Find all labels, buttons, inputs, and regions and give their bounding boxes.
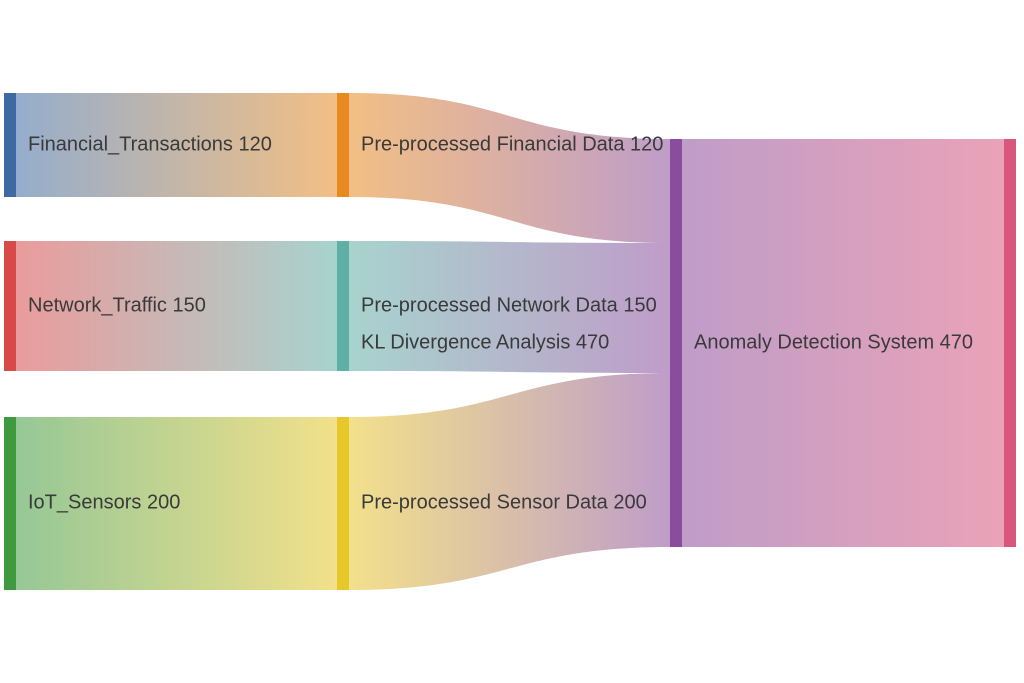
node-fin	[4, 93, 16, 197]
node-net	[4, 241, 16, 371]
node-iot	[4, 417, 16, 590]
label-psen: Pre-processed Sensor Data 200	[361, 491, 647, 513]
label-fin: Financial_Transactions 120	[28, 133, 272, 155]
label-pnet: Pre-processed Network Data 150	[361, 294, 657, 316]
node-pnet	[337, 241, 349, 371]
label-iot: IoT_Sensors 200	[28, 491, 180, 513]
sankey-diagram: Financial_Transactions 120 Network_Traffi…	[0, 0, 1024, 683]
label-pfin: Pre-processed Financial Data 120	[361, 133, 663, 155]
node-anom	[1004, 139, 1016, 547]
label-anom: Anomaly Detection System 470	[694, 331, 973, 353]
flow-psen-to-kl	[349, 373, 670, 590]
flow-pfin-to-kl	[349, 93, 670, 243]
node-psen	[337, 417, 349, 590]
label-net: Network_Traffic 150	[28, 294, 206, 316]
node-pfin	[337, 93, 349, 197]
node-kl	[670, 139, 682, 547]
label-kl: KL Divergence Analysis 470	[361, 331, 609, 353]
